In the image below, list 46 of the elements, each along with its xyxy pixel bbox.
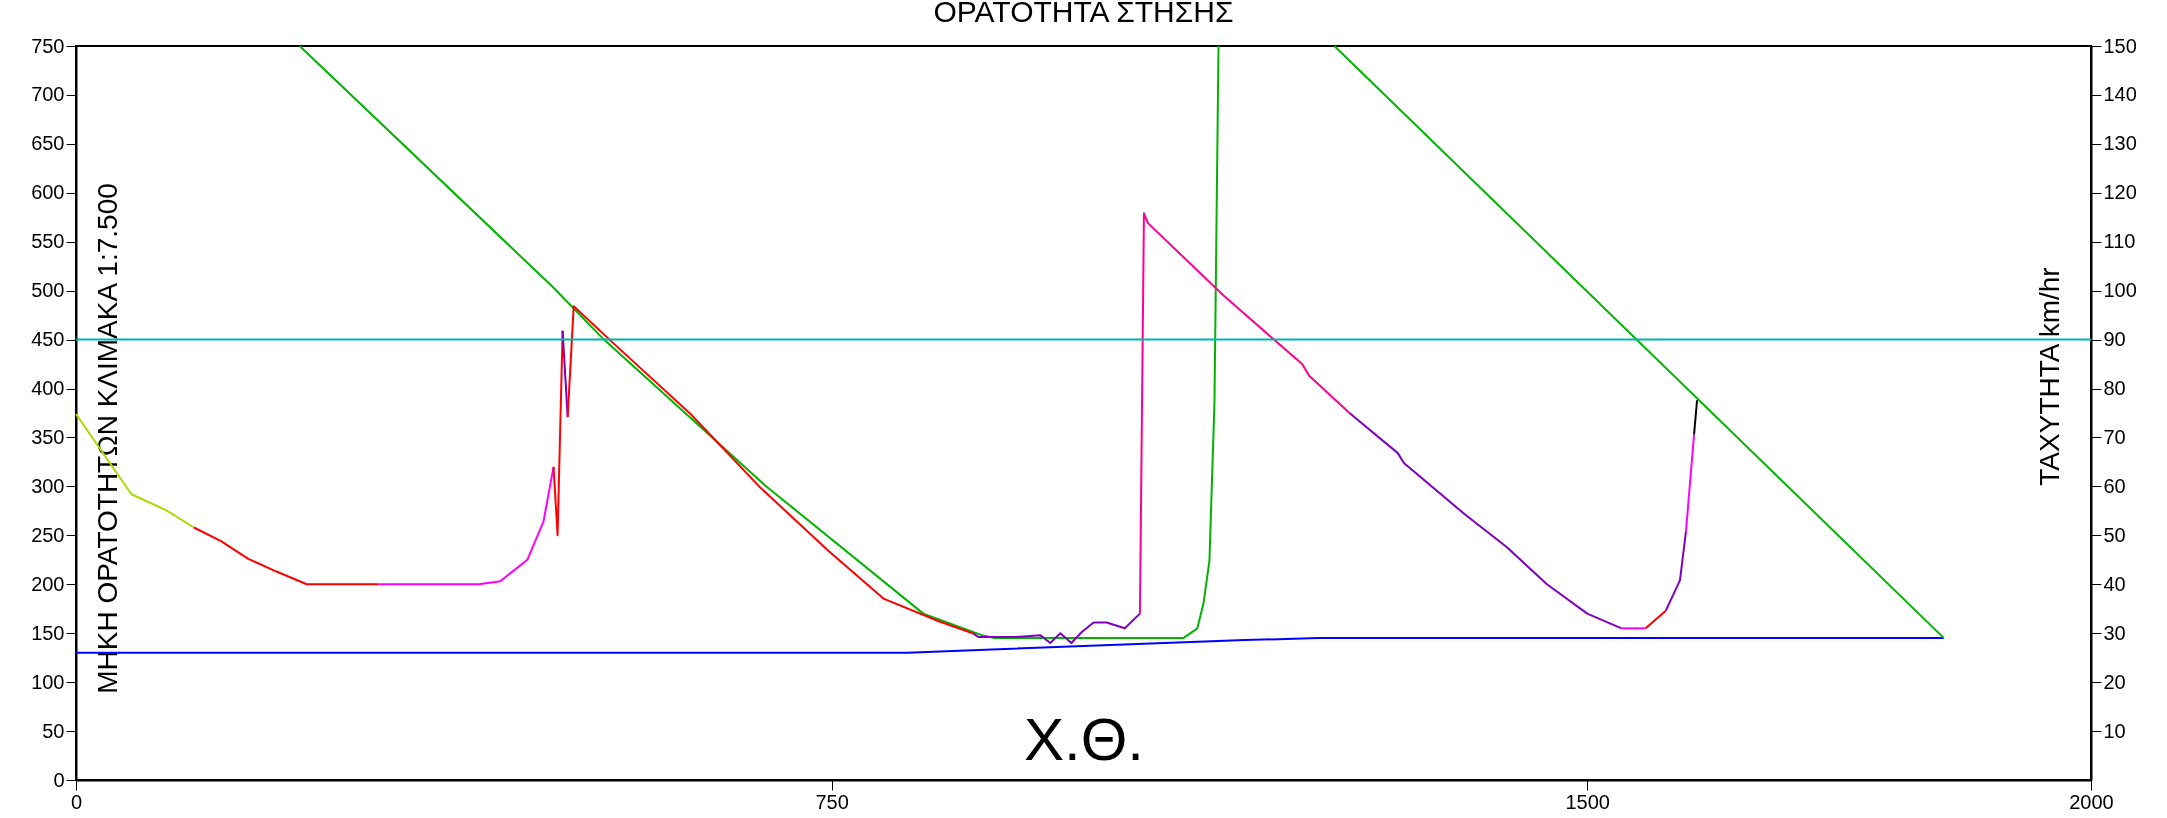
- line-series: [971, 612, 1141, 644]
- line-series: [566, 305, 974, 635]
- line-series: [377, 465, 555, 586]
- y2-tick-label: 90: [2103, 328, 2126, 351]
- y2-tick-label: 120: [2103, 181, 2137, 204]
- y2-tick-label: 10: [2103, 719, 2126, 742]
- line-series: [192, 526, 380, 586]
- y-tick-label: 700: [31, 83, 65, 106]
- y-tick-label: 400: [31, 377, 65, 400]
- y2-tick-label: 140: [2103, 83, 2137, 106]
- y2-tick-label: 150: [2103, 34, 2137, 57]
- y-tick-label: 650: [31, 132, 65, 155]
- y-axis-title: ΜΗΚΗ ΟΡΑΤΟΤΗΤΩΝ ΚΛΙΜΑΚΑ 1:7.500: [91, 183, 123, 694]
- y2-tick-label: 50: [2103, 523, 2126, 546]
- x-tick-label: 750: [815, 790, 849, 813]
- y-tick-label: 350: [31, 425, 65, 448]
- y-tick-label: 200: [31, 572, 65, 595]
- y-tick-label: 550: [31, 230, 65, 253]
- y-tick-label: 250: [31, 523, 65, 546]
- y-tick-label: 500: [31, 279, 65, 302]
- y-tick-label: 150: [31, 621, 65, 644]
- chart-title: ΟΡΑΤΟΤΗΤΑ ΣΤΗΣΗΣ: [933, 0, 1234, 28]
- line-series: [1348, 412, 1623, 630]
- y2-tick-label: 130: [2103, 132, 2137, 155]
- y2-tick-label: 20: [2103, 670, 2126, 693]
- y-tick-label: 50: [42, 719, 65, 742]
- y-tick-label: 100: [31, 670, 65, 693]
- line-series: [298, 45, 1220, 640]
- x-tick-label: 2000: [2069, 790, 2114, 813]
- y-tick-label: 750: [31, 34, 65, 57]
- y2-tick-label: 30: [2103, 621, 2126, 644]
- x-tick-label: 1500: [1565, 790, 1610, 813]
- y-tick-label: 300: [31, 474, 65, 497]
- y-tick-label: 600: [31, 181, 65, 204]
- x-tick-label: 0: [70, 790, 83, 813]
- y2-axis-title: ΤΑΧΥΤΗΤΑ km/hr: [2033, 267, 2065, 486]
- y-tick-label: 0: [53, 768, 65, 791]
- y2-tick-label: 70: [2103, 425, 2126, 448]
- y2-tick-label: 80: [2103, 377, 2126, 400]
- y2-tick-label: 60: [2103, 474, 2126, 497]
- x-axis-title: Χ.Θ.: [1023, 705, 1145, 773]
- y2-tick-label: 40: [2103, 572, 2126, 595]
- y-tick-label: 450: [31, 328, 65, 351]
- y2-tick-label: 100: [2103, 279, 2137, 302]
- line-series: [1138, 212, 1351, 615]
- y2-tick-label: 110: [2103, 230, 2136, 253]
